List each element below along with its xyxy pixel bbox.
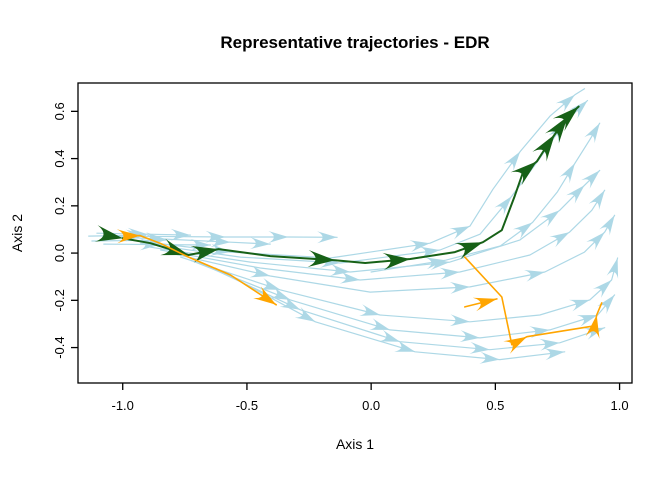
representative-orange-a-arrowhead-icon: [116, 229, 141, 244]
trajectory-14-arrowhead-icon: [369, 318, 390, 330]
representative-green-arrowhead-icon: [382, 252, 411, 270]
representative-orange-b-arrowhead-icon: [503, 336, 527, 354]
trajectory-10-arrowhead-icon: [566, 185, 585, 204]
trajectory-09-arrowhead-icon: [512, 222, 533, 239]
x-tick-label: 1.0: [611, 398, 629, 413]
y-tick-label: 0.2: [52, 197, 67, 215]
representative-green-arrowhead-icon: [160, 238, 189, 256]
y-tick-label: 0.0: [52, 244, 67, 262]
trajectory-13-arrowhead-icon: [592, 280, 612, 298]
y-tick-label: -0.2: [52, 289, 67, 311]
trajectory-14-arrowhead-icon: [576, 315, 598, 327]
trajectory-07-arrowhead-icon: [555, 94, 575, 113]
representative-green-arrowhead-icon: [190, 245, 219, 263]
trajectory-15-arrowhead-icon: [539, 338, 560, 351]
trajectory-15-arrowhead-icon: [583, 327, 605, 340]
trajectory-14-arrowhead-icon: [597, 294, 615, 315]
trajectory-03-arrowhead-icon: [170, 228, 191, 241]
trajectory-07-arrowhead-icon: [409, 240, 430, 252]
trajectory-11-arrowhead-icon: [439, 267, 460, 280]
trajectory-15-path: [199, 262, 606, 351]
trajectory-10-arrowhead-icon: [540, 210, 560, 228]
representative-orange-a-arrowhead-icon: [253, 286, 277, 305]
trajectory-14-arrowhead-icon: [459, 330, 480, 343]
trajectory-09-path: [370, 122, 601, 273]
representative-green-arrowhead-icon: [94, 225, 123, 242]
trajectory-10-arrowhead-icon: [581, 170, 600, 189]
trajectory-05-arrowhead-icon: [250, 237, 271, 250]
trajectory-12-arrowhead-icon: [449, 281, 470, 294]
representative-green-arrowhead-icon: [510, 161, 537, 186]
x-tick-label: -0.5: [236, 398, 258, 413]
trajectory-08-arrowhead-icon: [494, 196, 512, 216]
trajectory-12-arrowhead-icon: [586, 232, 605, 251]
trajectory-07-arrowhead-icon: [503, 151, 521, 172]
chart-title: Representative trajectories - EDR: [220, 33, 489, 52]
trajectory-06-arrowhead-icon: [268, 231, 289, 243]
trajectory-15-arrowhead-icon: [279, 295, 301, 310]
trajectory-10-path: [149, 169, 601, 273]
representative-green-arrowhead-icon: [545, 116, 568, 144]
x-axis-label: Axis 1: [336, 436, 374, 452]
trajectory-05-arrowhead-icon: [145, 232, 166, 245]
representative-green-arrowhead-icon: [307, 250, 336, 267]
trajectory-11-arrowhead-icon: [339, 271, 361, 284]
trajectory-13-arrowhead-icon: [359, 304, 381, 316]
x-tick-label: 0.5: [486, 398, 504, 413]
trajectory-12-arrowhead-icon: [524, 270, 545, 282]
trajectory-11-path: [160, 189, 606, 281]
trajectory-11-arrowhead-icon: [588, 190, 605, 211]
trajectory-10-arrowhead-icon: [429, 258, 450, 270]
plot-content: -1.0 -0.5 0.0 0.5 1.0 -0.4 -0.2 0.0 0.2 0.4 0.6: [52, 82, 633, 413]
plot-frame: [77, 82, 633, 384]
trajectory-12-arrowhead-icon: [249, 265, 271, 278]
y-tick-label: -0.4: [52, 336, 67, 358]
representative-orange-b-arrowhead-icon: [585, 315, 600, 339]
trajectory-12-arrowhead-icon: [599, 215, 615, 236]
x-tick-label: -1.0: [112, 398, 134, 413]
trajectory-05-path: [112, 236, 271, 245]
representative-green-path: [121, 105, 580, 264]
representative-green-arrowhead-icon: [532, 134, 555, 162]
x-tick-label: 0.0: [362, 398, 380, 413]
trajectory-15-arrowhead-icon: [469, 341, 490, 354]
trajectory-06-arrowhead-icon: [205, 230, 226, 243]
trajectory-13-arrowhead-icon: [568, 299, 590, 312]
y-tick-label: 0.4: [52, 150, 67, 168]
trajectory-13-arrowhead-icon: [449, 314, 470, 327]
trajectory-06-path: [118, 235, 338, 238]
trajectory-16-arrowhead-icon: [479, 351, 500, 364]
trajectory-08-arrowhead-icon: [419, 246, 440, 259]
trajectory-07-path: [130, 88, 586, 259]
trajectory-13-arrowhead-icon: [259, 278, 281, 290]
trajectory-09-arrowhead-icon: [559, 163, 575, 184]
trajectory-09-arrowhead-icon: [584, 123, 600, 144]
trajectory-06-arrowhead-icon: [317, 231, 338, 244]
trajectory-16-arrowhead-icon: [394, 340, 416, 352]
trajectory-08-arrowhead-icon: [569, 100, 588, 119]
representative-green-arrowhead-icon: [552, 106, 579, 132]
representative-green-arrowhead-icon: [454, 242, 483, 260]
trajectory-16-arrowhead-icon: [544, 348, 565, 361]
y-axis-label: Axis 2: [9, 214, 25, 252]
y-tick-label: 0.6: [52, 102, 67, 120]
trajectory-14-arrowhead-icon: [269, 286, 291, 300]
trajectory-13-arrowhead-icon: [606, 258, 619, 279]
trajectory-07-arrowhead-icon: [449, 226, 470, 240]
trajectory-08-path: [140, 99, 589, 264]
trajectory-16-arrowhead-icon: [294, 307, 316, 322]
trajectory-11-arrowhead-icon: [549, 232, 570, 248]
representative-orange-c-arrowhead-icon: [472, 297, 497, 312]
trajectory-10-arrowhead-icon: [329, 264, 351, 276]
trajectory-15-arrowhead-icon: [379, 329, 400, 342]
